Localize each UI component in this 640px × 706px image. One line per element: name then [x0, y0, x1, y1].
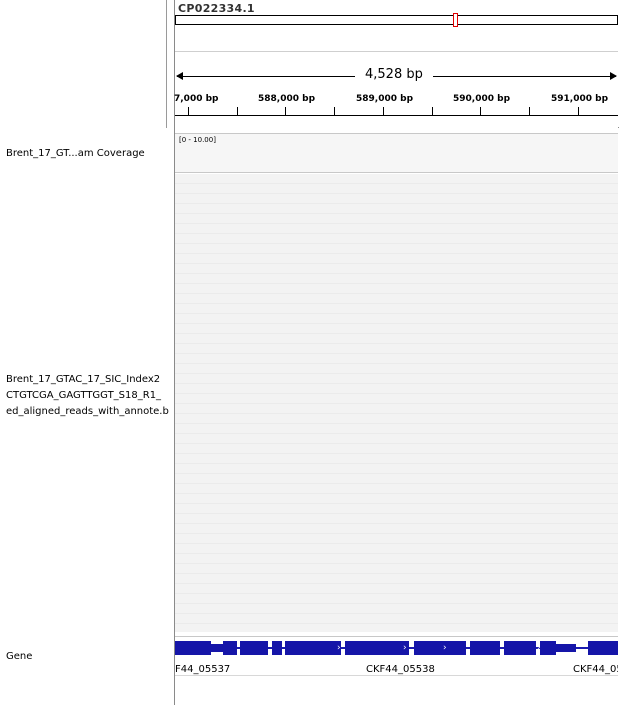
ruler-tick-label: 590,000 bp: [453, 94, 511, 104]
ruler-tick-label: 589,000 bp: [356, 94, 414, 104]
gene-exon-block[interactable]: [285, 641, 341, 655]
ruler-baseline: [175, 115, 618, 116]
track-name-panel: [0, 0, 166, 705]
ruler-tick: [237, 107, 238, 115]
gene-exon-block[interactable]: [588, 641, 618, 655]
gene-exon-block[interactable]: [470, 641, 500, 655]
gene-feature-label[interactable]: CKF44_05538: [366, 664, 435, 675]
gene-exon-block[interactable]: [272, 641, 282, 655]
gene-utr: [211, 644, 223, 652]
ruler-tick: [578, 107, 579, 115]
header-divider: [166, 0, 167, 128]
ruler-tick: [188, 107, 189, 115]
gene-exon-block[interactable]: [175, 641, 211, 655]
gene-exon-block[interactable]: [345, 641, 409, 655]
ruler-tick: [334, 107, 335, 115]
current-region-marker[interactable]: [453, 13, 458, 27]
gene-exon-block[interactable]: [504, 641, 536, 655]
alignment-track-label-line1[interactable]: Brent_17_GTAC_17_SIC_Index2: [6, 374, 161, 385]
gene-exon-block[interactable]: [540, 641, 556, 655]
data-panel: [174, 0, 619, 705]
span-arrow-left-icon: [176, 72, 183, 80]
gene-track-divider: [175, 675, 618, 676]
ruler[interactable]: [175, 51, 618, 128]
gene-exon-block[interactable]: [223, 641, 237, 655]
gene-feature-label[interactable]: F44_05537: [175, 664, 231, 675]
ruler-tick: [383, 107, 384, 115]
gene-utr: [556, 644, 576, 652]
alignment-track-label-line3[interactable]: ed_aligned_reads_with_annote.b: [6, 406, 169, 417]
coverage-data-range: [0 - 10.00]: [179, 136, 216, 144]
span-arrow-right-icon: [610, 72, 617, 80]
strand-arrow-icon: ›: [337, 643, 341, 653]
ruler-tick: [480, 107, 481, 115]
ruler-tick-label: 591,000 bp: [551, 94, 609, 104]
gene-exon-block[interactable]: [240, 641, 268, 655]
strand-arrow-icon: ›: [443, 643, 447, 653]
alignment-track-label-line2[interactable]: CTGTCGA_GAGTTGGT_S18_R1_: [6, 390, 162, 401]
strand-arrow-icon: ›: [537, 643, 541, 653]
ruler-tick: [432, 107, 433, 115]
ruler-tick: [529, 107, 530, 115]
chromosome-ideogram[interactable]: [175, 15, 618, 25]
strand-arrow-icon: ›: [403, 643, 407, 653]
ruler-tick: [285, 107, 286, 115]
ruler-tick-label: 7,000 bp: [174, 94, 219, 104]
coverage-track-label[interactable]: Brent_17_GT...am Coverage: [6, 148, 145, 159]
gene-feature-label[interactable]: CKF44_05: [573, 664, 618, 675]
gene-track-label[interactable]: Gene: [6, 651, 33, 662]
chromosome-name: CP022334.1: [178, 2, 255, 15]
coverage-track[interactable]: [175, 133, 618, 173]
span-length-label: 4,528 bp: [355, 67, 433, 82]
alignment-track[interactable]: [175, 174, 618, 632]
ruler-tick-label: 588,000 bp: [258, 94, 316, 104]
gene-exon-block[interactable]: [414, 641, 466, 655]
